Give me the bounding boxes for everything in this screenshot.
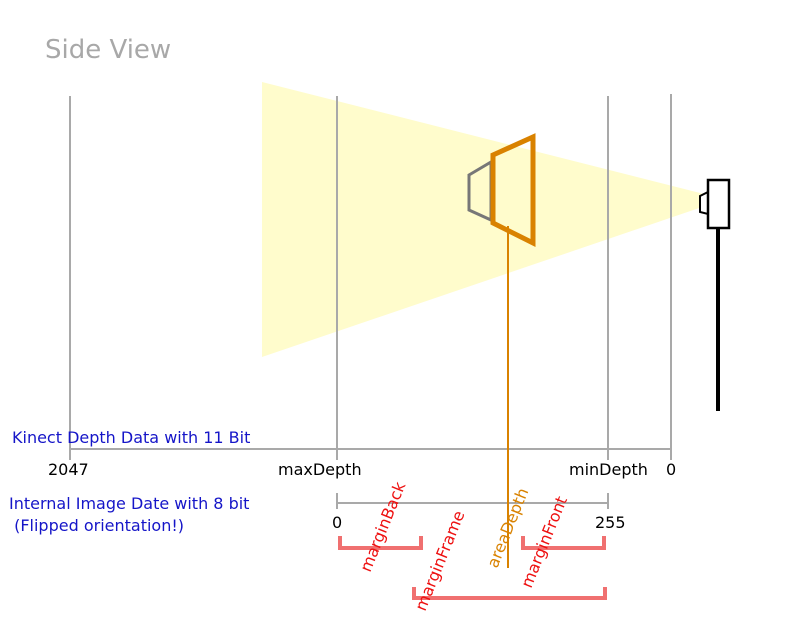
tick-label-min-depth: minDepth <box>569 460 648 479</box>
image-tick-label-255: 255 <box>595 513 626 532</box>
frame-front-shape <box>490 133 536 248</box>
camera-view-cone <box>262 82 708 357</box>
image-axis <box>336 493 609 509</box>
image-axis-label: Internal Image Date with 8 bit <box>9 494 249 513</box>
bracket-margin-back <box>338 536 423 550</box>
bracket-margin-frame <box>412 587 607 600</box>
kinect-camera-icon <box>699 178 731 411</box>
kinect-axis-label: Kinect Depth Data with 11 Bit <box>12 428 250 447</box>
camera-body <box>706 178 731 230</box>
bracket-margin-front <box>521 536 606 550</box>
tick-label-max-depth: maxDepth <box>278 460 362 479</box>
depth-gridlines <box>69 94 672 460</box>
margin-brackets <box>338 536 607 600</box>
tick-label-zero: 0 <box>666 460 676 479</box>
label-margin-back: marginBack <box>356 478 410 574</box>
diagram-title: Side View <box>45 35 171 65</box>
tick-label-2047: 2047 <box>48 460 89 479</box>
image-axis-note: (Flipped orientation!) <box>9 516 184 535</box>
projection-frame-icon <box>467 133 536 248</box>
image-tick-label-0: 0 <box>332 513 342 532</box>
